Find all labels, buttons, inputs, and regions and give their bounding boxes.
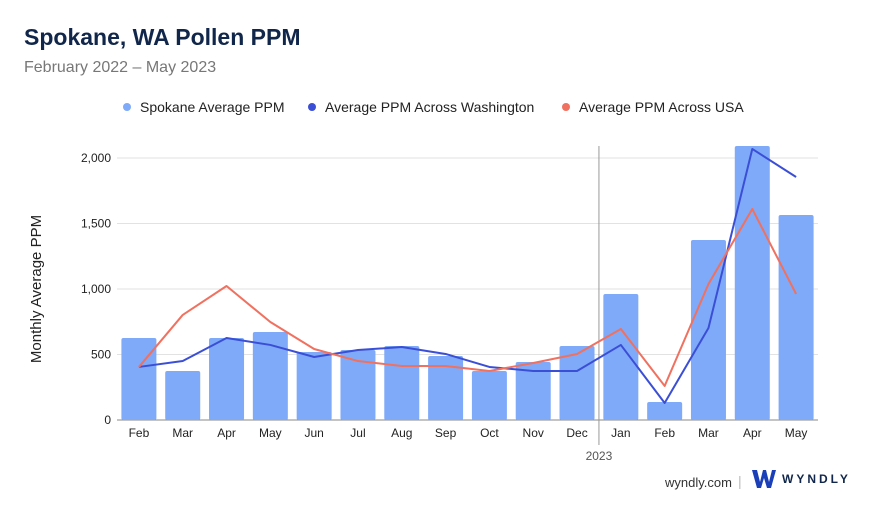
- legend-marker: [562, 103, 570, 111]
- x-tick-label: Dec: [566, 426, 587, 440]
- line-average-ppm-across-washington: [138, 147, 797, 404]
- x-tick-label: Jun: [304, 426, 323, 440]
- bar-feb: [647, 402, 683, 420]
- x-tick-label: Mar: [172, 426, 193, 440]
- bar-jun: [296, 352, 332, 420]
- x-tick-label: Feb: [654, 426, 675, 440]
- y-tick-label: 1,000: [81, 282, 111, 296]
- y-tick-label: 2,000: [81, 151, 111, 165]
- x-tick-label: May: [259, 426, 282, 440]
- legend-label: Average PPM Across USA: [579, 99, 744, 115]
- chart-subtitle: February 2022 – May 2023: [24, 59, 217, 76]
- bar-jan: [603, 293, 639, 420]
- bar-jul: [340, 350, 376, 420]
- bar-apr: [209, 337, 245, 420]
- brand-name: WYNDLY: [782, 472, 851, 486]
- year-label: 2023: [586, 449, 613, 463]
- bar-nov: [515, 361, 551, 420]
- legend-marker: [123, 103, 131, 111]
- x-tick-label: Nov: [523, 426, 544, 440]
- x-tick-label: May: [785, 426, 808, 440]
- x-tick-label: Apr: [217, 426, 236, 440]
- x-tick-label: Aug: [391, 426, 412, 440]
- x-tick-label: Apr: [743, 426, 762, 440]
- x-tick-label: Jul: [350, 426, 365, 440]
- wyndly-logo-icon: [752, 470, 776, 488]
- y-tick-label: 0: [104, 413, 111, 427]
- x-tick-label: Jan: [611, 426, 630, 440]
- legend-label: Spokane Average PPM: [140, 99, 285, 115]
- x-tick-label: Sep: [435, 426, 457, 440]
- chart-title: Spokane, WA Pollen PPM: [24, 24, 301, 50]
- bar-oct: [471, 371, 507, 420]
- y-axis-label: Monthly Average PPM: [28, 215, 45, 363]
- bar-may: [252, 331, 288, 420]
- bar-sep: [428, 355, 464, 420]
- line-average-ppm-across-usa: [138, 207, 797, 387]
- y-tick-label: 1,500: [81, 217, 111, 231]
- bar-apr: [734, 145, 770, 420]
- footer-site-link[interactable]: wyndly.com: [665, 475, 732, 490]
- x-tick-label: Mar: [698, 426, 719, 440]
- bar-may: [778, 214, 814, 420]
- bar-mar: [165, 371, 201, 420]
- x-tick-label: Feb: [129, 426, 150, 440]
- legend-marker: [308, 103, 316, 111]
- wyndly-logo: WYNDLY: [752, 470, 851, 488]
- bar-dec: [559, 345, 595, 420]
- y-tick-label: 500: [91, 348, 111, 362]
- bar-feb: [121, 337, 157, 420]
- bar-aug: [384, 345, 420, 420]
- footer-separator: |: [738, 473, 742, 489]
- legend-label: Average PPM Across Washington: [325, 99, 534, 115]
- x-tick-label: Oct: [480, 426, 499, 440]
